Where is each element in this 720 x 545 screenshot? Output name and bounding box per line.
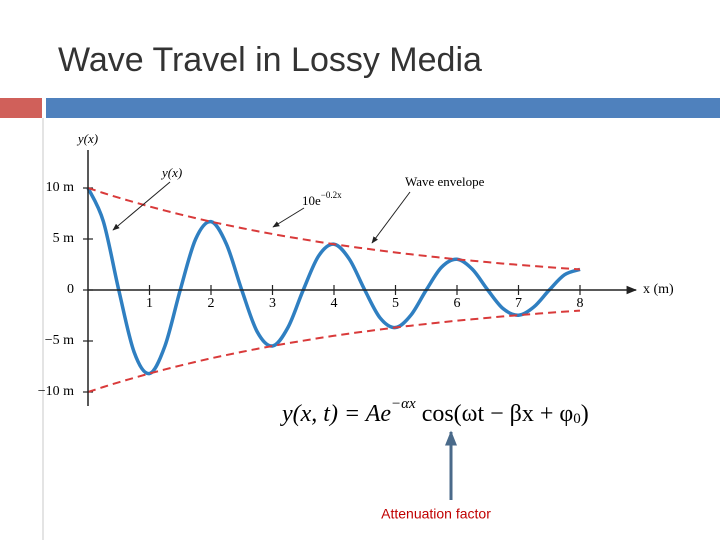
x-tick-label: 1 [146,296,153,311]
annotation-arrow [112,181,171,231]
annotation: 10e−0.2x [302,190,342,208]
equation: y(x, t) = Ae−αx cos(ωt − βx + φ0) [280,396,589,427]
x-tick-label: 5 [392,296,399,311]
y-tick-label: 5 m [53,231,75,246]
x-tick-label: 3 [269,296,276,311]
y-tick-label: −10 m [38,384,74,399]
equation-subscript: 0 [573,411,581,427]
y-axis-label: y(x) [76,131,98,146]
annotation-arrow [371,191,411,244]
equation-close: ) [581,401,589,427]
annotation: Wave envelope [405,174,485,189]
y-tick-label: 0 [67,282,74,297]
equation-exponent: −αx [391,396,416,412]
plot: 1 2 3 4 5 6 7 8 10 m 5 m 0 −5 m −10 m [38,180,584,399]
annotation-arrow [272,207,305,228]
x-tick-label: 8 [577,296,584,311]
equation-rhs: cos(ωt − βx + φ [416,401,574,427]
note: Attenuation factor [381,506,491,522]
envelope-line [87,309,581,393]
envelope-line [87,187,581,271]
equation-lhs: y(x, t) = Ae [280,401,391,427]
wave-line [86,187,581,376]
slide-title: Wave Travel in Lossy Media [58,41,482,79]
accent-bar [0,98,42,118]
x-tick-label: 2 [208,296,215,311]
x-axis-label: x (m) [643,282,674,297]
annotation: y(x) [160,165,182,180]
x-tick-label: 6 [454,296,461,311]
annotation-base: 10e [302,193,321,208]
x-tick-label: 7 [515,296,522,311]
y-tick-label: −5 m [45,333,74,348]
annotation-exponent: −0.2x [321,190,342,200]
y-tick-label: 10 m [46,180,75,195]
header-bar [46,98,720,118]
x-tick-label: 4 [331,296,338,311]
